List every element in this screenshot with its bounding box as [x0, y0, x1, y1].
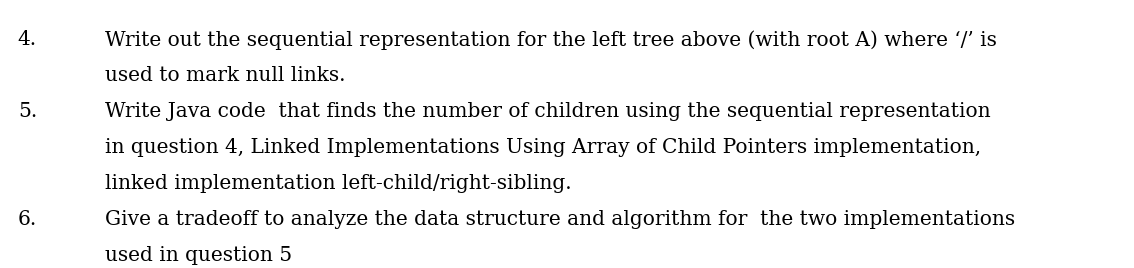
Text: 5.: 5. — [18, 102, 37, 121]
Text: used in question 5: used in question 5 — [105, 246, 293, 265]
Text: Give a tradeoff to analyze the data structure and algorithm for  the two impleme: Give a tradeoff to analyze the data stru… — [105, 210, 1015, 229]
Text: Write Java code  that finds the number of children using the sequential represen: Write Java code that finds the number of… — [105, 102, 991, 121]
Text: Write out the sequential representation for the left tree above (with root A) wh: Write out the sequential representation … — [105, 30, 997, 50]
Text: used to mark null links.: used to mark null links. — [105, 66, 346, 85]
Text: 6.: 6. — [18, 210, 37, 229]
Text: linked implementation left-child/right-sibling.: linked implementation left-child/right-s… — [105, 174, 572, 193]
Text: 4.: 4. — [18, 30, 37, 49]
Text: in question 4, Linked Implementations Using Array of Child Pointers implementati: in question 4, Linked Implementations Us… — [105, 138, 981, 157]
